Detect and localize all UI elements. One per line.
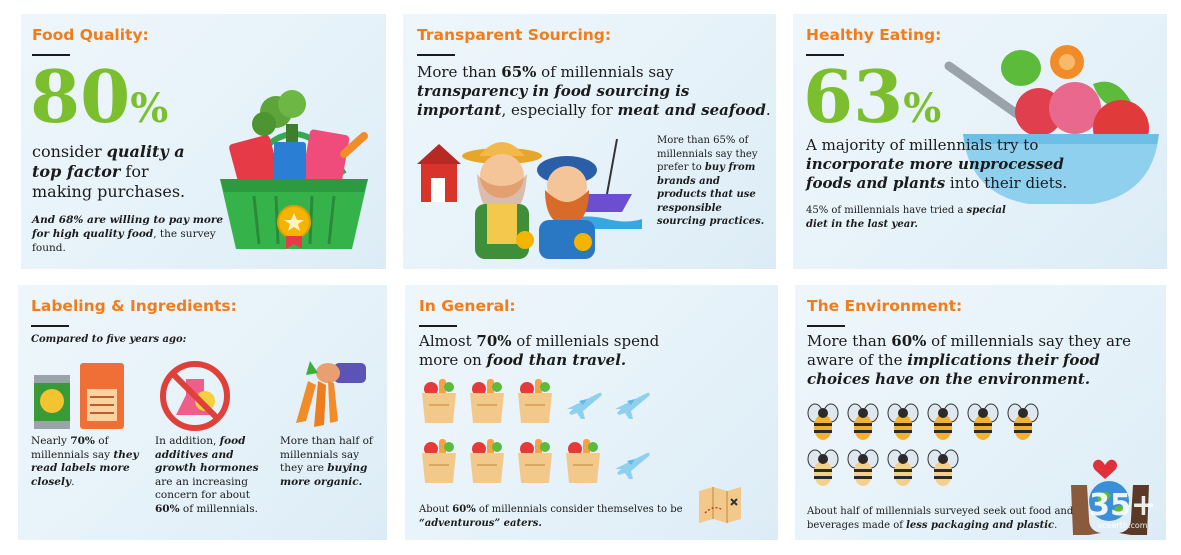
- panel-title: The Environment:: [807, 297, 963, 315]
- salad-bowl-icon: [943, 44, 1167, 214]
- title-underline: [419, 325, 457, 327]
- panel-title: Food Quality:: [32, 26, 149, 44]
- title-underline: [31, 325, 69, 327]
- airplane-icon: [611, 443, 651, 483]
- no-additives-icon: [160, 361, 230, 431]
- stat-note: About 60% of millennials consider themse…: [419, 504, 683, 529]
- bee-icon: [845, 403, 881, 443]
- carrot-hand-icon: [288, 351, 373, 431]
- hands-earth-heart-icon: [1067, 455, 1153, 535]
- bee-icon: [885, 403, 921, 443]
- grocery-bag-icon: [467, 377, 507, 425]
- grocery-bag-icon: [515, 437, 555, 485]
- panel-food-quality: Food Quality: 80% consider quality a top…: [21, 14, 386, 269]
- panel-healthy-eating: Healthy Eating: 63% A majority of millen…: [793, 14, 1167, 269]
- panel-title: Labeling & Ingredients:: [31, 297, 237, 315]
- panel-environment: The Environment: More than 60% of millen…: [795, 285, 1166, 540]
- stat-description: A majority of millennials try to incorpo…: [806, 136, 1068, 192]
- stat-value: 63: [803, 54, 904, 139]
- grocery-basket-icon: [214, 84, 374, 249]
- section-subtitle: Compared to five years ago:: [31, 334, 187, 345]
- stat-description: More than 65% of millennials say transpa…: [417, 63, 771, 119]
- bee-icon: [805, 403, 841, 443]
- panel-title: In General:: [419, 297, 516, 315]
- airplane-icon: [611, 383, 651, 423]
- panel-labeling-ingredients: Labeling & Ingredients: Compared to five…: [18, 285, 387, 540]
- stat-number: 80%: [30, 61, 168, 133]
- stat-note: And 68% are willing to pay more for high…: [32, 214, 224, 254]
- stat-note: 45% of millennials have tried a special …: [806, 205, 1006, 230]
- title-underline: [806, 54, 844, 56]
- title-underline: [32, 54, 70, 56]
- grocery-bag-icon: [515, 377, 555, 425]
- stat-value: 80: [30, 54, 131, 139]
- stat-note: More than 65% of millennials say they pr…: [657, 135, 765, 227]
- faded-bee-icon: [805, 449, 841, 489]
- bee-icon: [1005, 403, 1041, 443]
- canned-food-label-icon: [32, 361, 132, 431]
- column-2-text: In addition, food additives and growth h…: [155, 435, 259, 515]
- grocery-bag-icon: [419, 377, 459, 425]
- grocery-bag-icon: [467, 437, 507, 485]
- title-underline: [417, 54, 455, 56]
- stat-number: 63%: [803, 61, 941, 133]
- column-1-text: Nearly 70% of millennials say they read …: [31, 435, 139, 488]
- bee-icon: [965, 403, 1001, 443]
- panel-title: Transparent Sourcing:: [417, 26, 612, 44]
- stat-description: consider quality a top factor for making…: [32, 142, 186, 201]
- panel-transparent-sourcing: Transparent Sourcing: More than 65% of m…: [403, 14, 776, 269]
- bee-icon: [925, 403, 961, 443]
- faded-bee-icon: [845, 449, 881, 489]
- panel-title: Healthy Eating:: [806, 26, 942, 44]
- column-3-text: More than half of millennials say they a…: [280, 435, 373, 488]
- farmer-fisherman-icon: [417, 134, 642, 259]
- stat-description: Almost 70% of millenials spend more on f…: [419, 332, 660, 369]
- faded-bee-icon: [925, 449, 961, 489]
- grocery-bag-icon: [419, 437, 459, 485]
- treasure-map-icon: [697, 485, 743, 525]
- panel-in-general: In General: Almost 70% of millenials spe…: [405, 285, 778, 540]
- watermark: 35+ vcearth.com: [1089, 488, 1156, 531]
- grocery-bag-icon: [563, 437, 603, 485]
- airplane-icon: [563, 383, 603, 423]
- faded-bee-icon: [885, 449, 921, 489]
- stat-suffix: %: [130, 85, 169, 132]
- stat-description: More than 60% of millennials say they ar…: [807, 332, 1132, 388]
- stat-note: About half of millennials surveyed seek …: [807, 506, 1074, 531]
- title-underline: [807, 325, 845, 327]
- stat-suffix: %: [903, 85, 942, 132]
